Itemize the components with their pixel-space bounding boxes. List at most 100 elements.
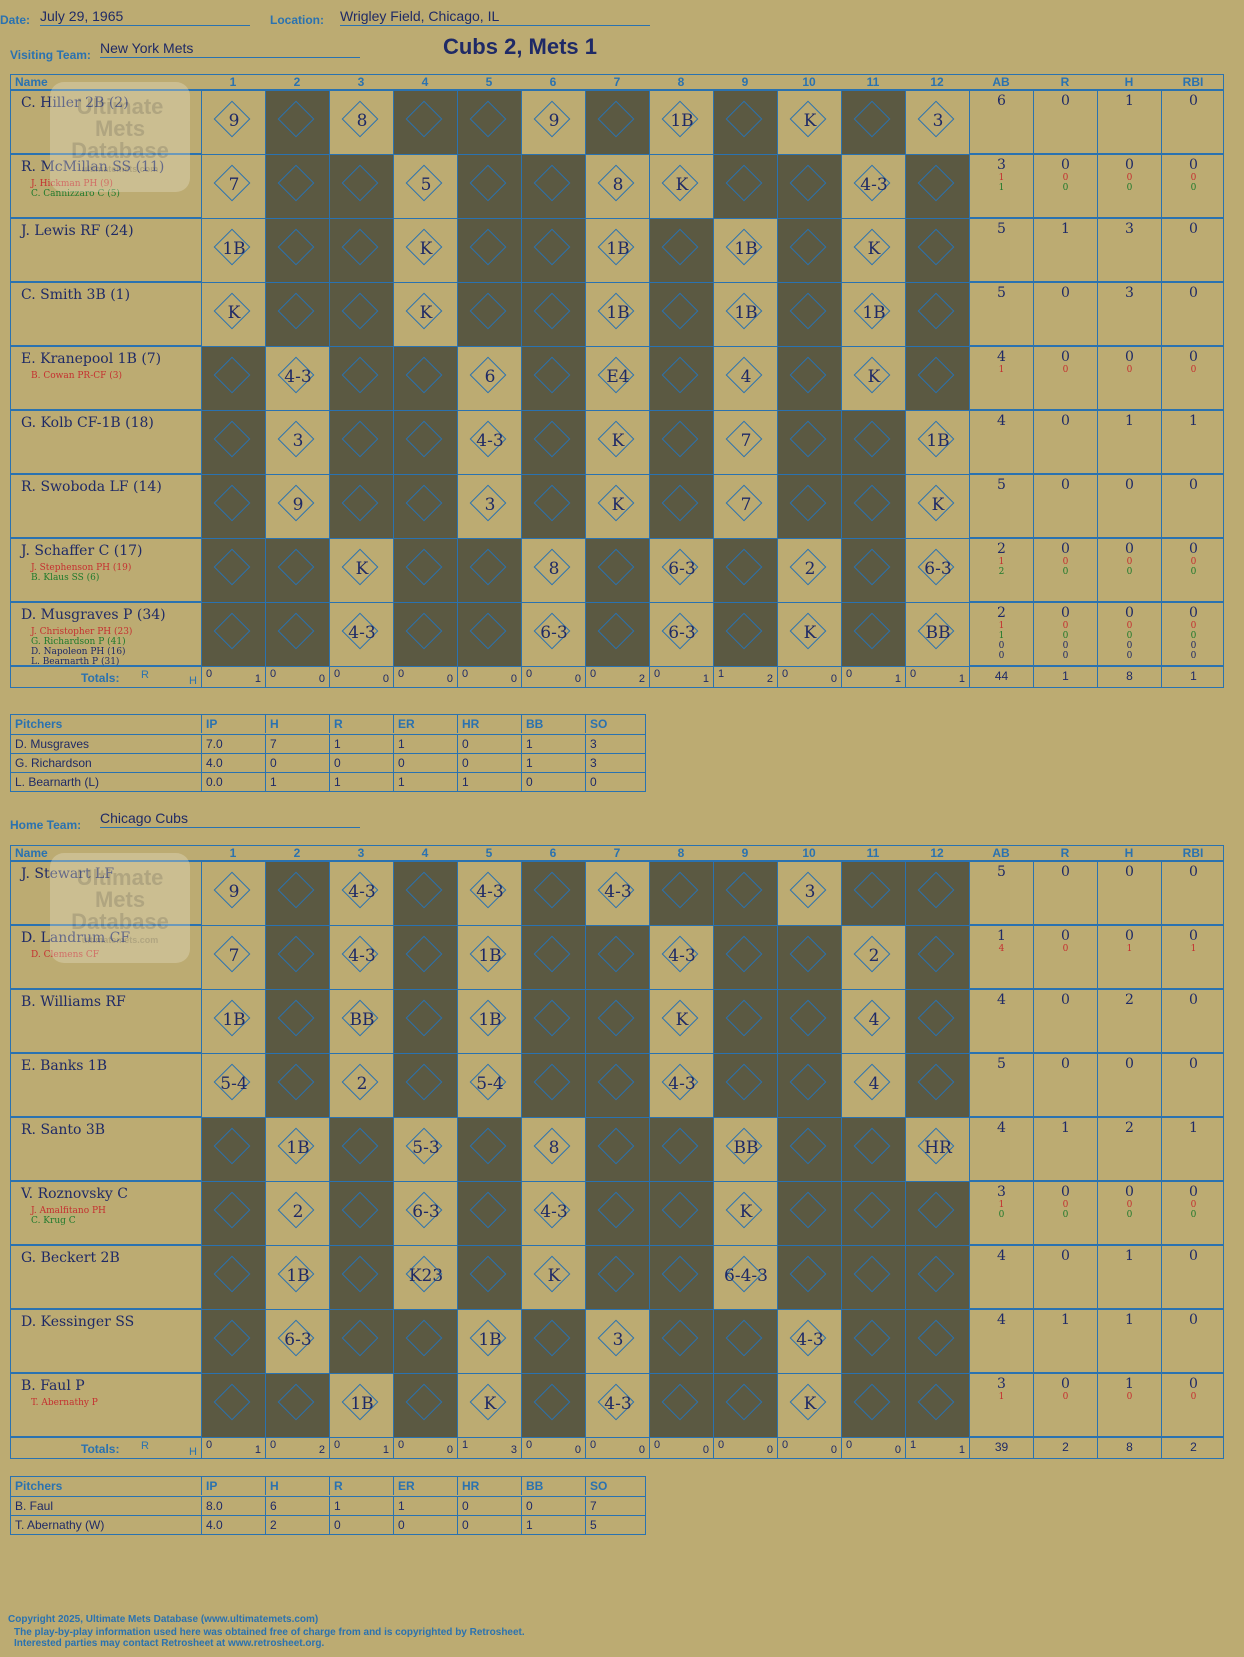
inning-cell xyxy=(265,91,329,155)
inning-cell xyxy=(777,283,841,347)
diamond-icon xyxy=(789,1063,827,1101)
inning-runs: 0 xyxy=(846,668,853,680)
stat-cell: 4 xyxy=(969,411,1033,475)
inning-cell xyxy=(265,1054,329,1118)
inning-cell xyxy=(265,283,329,347)
play-result: 4-3 xyxy=(668,946,696,966)
play-result: 4-3 xyxy=(796,1330,824,1350)
inning-cell xyxy=(713,1374,777,1438)
diamond-icon xyxy=(213,1383,251,1421)
inning-cell xyxy=(521,283,585,347)
inning-cell xyxy=(585,926,649,990)
stat-value: 1 xyxy=(1061,1120,1070,1136)
stat-value: 0 xyxy=(1125,541,1134,557)
totals-label: Totals: xyxy=(81,671,120,685)
diamond-icon xyxy=(277,164,315,202)
watermark-text: Ultimate Mets Database xyxy=(71,865,169,934)
inning-cell xyxy=(649,1182,713,1246)
inning-cell: 2 xyxy=(777,539,841,603)
inning-cell: 4-3 xyxy=(329,603,393,667)
diamond-icon xyxy=(853,420,891,458)
play-result: 1B xyxy=(478,1330,502,1350)
inning-header: 6 xyxy=(549,846,557,860)
diamond-icon xyxy=(725,548,763,586)
inning-cell: 4-3 xyxy=(777,1310,841,1374)
diamond-icon xyxy=(533,871,571,909)
stat-value: 3 xyxy=(997,1184,1006,1200)
pitcher-stat: 1 xyxy=(393,735,457,753)
diamond-icon xyxy=(789,292,827,330)
inning-cell xyxy=(585,539,649,603)
inning-cell xyxy=(393,539,457,603)
substitute-stat: 0 xyxy=(1190,1200,1197,1210)
inning-cell xyxy=(777,1182,841,1246)
diamond-icon xyxy=(917,871,955,909)
inning-cell xyxy=(713,155,777,219)
substitute-stat: 0 xyxy=(1190,557,1197,567)
diamond-icon xyxy=(917,1383,955,1421)
pitcher-header-cell: HR xyxy=(457,715,521,733)
inning-cell xyxy=(841,1310,905,1374)
diamond-icon xyxy=(469,164,507,202)
inning-cell: 3 xyxy=(905,91,969,155)
stat-value: 1 xyxy=(1125,413,1134,429)
watermark-logo: Ultimate Mets Database ultimatemets.com xyxy=(50,82,190,192)
inning-cell: 5-3 xyxy=(393,1118,457,1182)
stat-value: 1 xyxy=(1061,1312,1070,1328)
location-label: Location: xyxy=(270,13,324,27)
stat-cell: 2 xyxy=(1097,1118,1161,1182)
inning-cell xyxy=(713,862,777,926)
stat-value: 0 xyxy=(1061,1184,1070,1200)
stat-value: 0 xyxy=(1189,1184,1198,1200)
diamond-icon xyxy=(597,935,635,973)
stat-value: 4 xyxy=(997,992,1006,1008)
diamond-icon xyxy=(213,548,251,586)
play-result: K xyxy=(931,495,945,515)
pitcher-name: G. Richardson xyxy=(15,756,92,770)
pitcher-header-cell: R xyxy=(329,715,393,733)
stat-value: 5 xyxy=(997,221,1006,237)
footer-retrosheet: The play-by-play information used here w… xyxy=(14,1627,525,1638)
inning-cell: K xyxy=(457,1374,521,1438)
diamond-icon xyxy=(725,164,763,202)
inning-cell xyxy=(585,91,649,155)
inning-cell xyxy=(841,475,905,539)
stat-value: 1 xyxy=(1125,1312,1134,1328)
inning-cell xyxy=(649,1118,713,1182)
diamond-icon xyxy=(853,484,891,522)
inning-cell xyxy=(457,91,521,155)
inning-hits: 0 xyxy=(638,1444,645,1456)
substitute-stat: 0 xyxy=(1126,641,1133,651)
diamond-icon xyxy=(277,871,315,909)
play-result: 5-4 xyxy=(476,1074,504,1094)
inning-cell: 1B xyxy=(457,990,521,1054)
batter-name: J. Stewart LF xyxy=(21,866,115,882)
diamond-icon xyxy=(597,100,635,138)
stat-value: 0 xyxy=(1189,928,1198,944)
batter-row: C. Smith 3B (1) K K 1B 1B 1B 5 0 3 0 xyxy=(10,282,1224,347)
substitute-stat: 0 xyxy=(1062,183,1069,193)
play-result: 8 xyxy=(548,1138,560,1158)
inning-cell xyxy=(201,1182,265,1246)
diamond-icon xyxy=(277,612,315,650)
play-result: K xyxy=(867,239,881,259)
stat-cell: 6 xyxy=(969,91,1033,155)
inning-header: 10 xyxy=(802,846,816,860)
stat-value: 0 xyxy=(1189,605,1198,621)
substitute-stat: 1 xyxy=(998,1200,1005,1210)
inning-runs: 0 xyxy=(782,1439,789,1451)
diamond-icon xyxy=(213,1255,251,1293)
play-result: 8 xyxy=(612,175,624,195)
inning-cell xyxy=(201,1246,265,1310)
inning-cell xyxy=(521,347,585,411)
inning-cell xyxy=(457,155,521,219)
play-result: 1B xyxy=(286,1266,310,1286)
